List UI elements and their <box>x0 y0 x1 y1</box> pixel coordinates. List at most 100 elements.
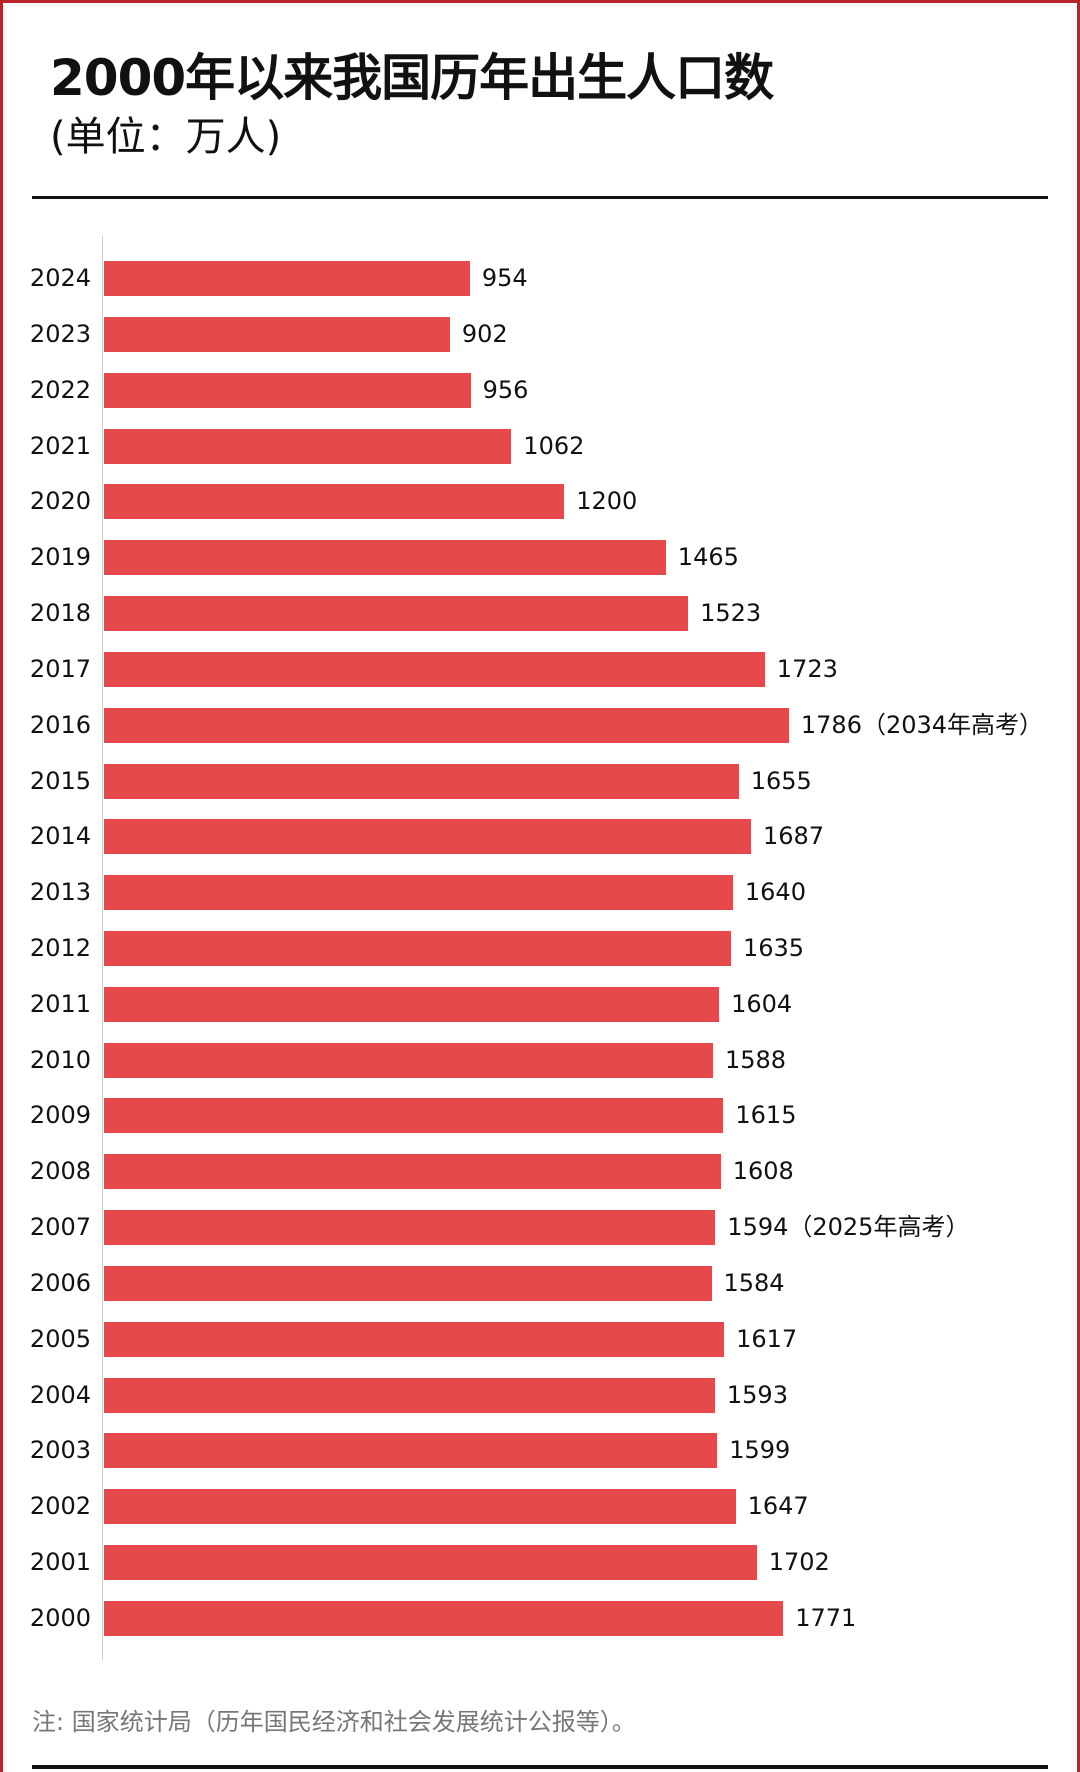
year-label: 2012 <box>29 934 91 962</box>
year-label: 2000 <box>29 1603 91 1632</box>
bar <box>104 1433 718 1469</box>
bar-row: 2023 902 <box>0 316 1080 352</box>
header-divider <box>32 196 1048 199</box>
value-label: 1599 <box>729 1436 791 1465</box>
year-label: 2010 <box>29 1045 91 1074</box>
year-label: 2022 <box>29 375 91 404</box>
year-label: 2003 <box>29 1436 91 1465</box>
year-label: 2011 <box>29 989 91 1018</box>
bar <box>104 1377 715 1413</box>
year-label: 2013 <box>29 878 91 907</box>
chart-title: 2000年以来我国历年出生人口数 <box>50 49 774 107</box>
value-label: 956 <box>482 375 529 404</box>
year-label: 2005 <box>29 1324 91 1353</box>
value-label: 1608 <box>732 1157 794 1186</box>
y-axis-line <box>102 236 103 1660</box>
bar-row: 2003 1599 <box>0 1433 1080 1469</box>
bar-row: 2015 1655 <box>0 763 1080 799</box>
value-label: 1200 <box>576 487 638 516</box>
value-label: 1523 <box>700 599 762 627</box>
year-label: 2007 <box>29 1213 91 1242</box>
bar-row: 2021 1062 <box>0 428 1080 464</box>
bar-row: 2006 1584 <box>0 1265 1080 1301</box>
year-label: 2019 <box>29 543 91 572</box>
year-label: 2004 <box>29 1380 91 1409</box>
bar-row: 2020 1200 <box>0 484 1080 520</box>
bar <box>104 261 470 296</box>
bar-row: 2013 1640 <box>0 875 1080 911</box>
value-label: 1702 <box>768 1548 830 1577</box>
value-label: 1593 <box>726 1380 788 1409</box>
value-label: 1647 <box>747 1492 809 1521</box>
bar <box>104 1545 757 1581</box>
year-label: 2008 <box>29 1157 91 1186</box>
value-label: 1584 <box>723 1268 785 1297</box>
bar-row: 2008 1608 <box>0 1154 1080 1190</box>
bar-row: 2017 1723 <box>0 651 1080 687</box>
bar <box>104 1042 713 1078</box>
bar <box>104 1098 724 1134</box>
year-label: 2002 <box>29 1492 91 1521</box>
bar-row: 2001 1702 <box>0 1545 1080 1581</box>
year-label: 2017 <box>29 654 91 683</box>
bar-row: 2018 1523 <box>0 596 1080 631</box>
bar-row: 2022 956 <box>0 372 1080 408</box>
bar-row: 2000 1771 <box>0 1600 1080 1636</box>
bar-row: 2019 1465 <box>0 540 1080 576</box>
bar-row: 2012 1635 <box>0 931 1080 966</box>
value-label: 1465 <box>677 543 739 572</box>
bar-row: 2010 1588 <box>0 1042 1080 1078</box>
footer-divider <box>32 1765 1048 1769</box>
year-label: 2018 <box>29 599 91 627</box>
value-label: 1640 <box>744 878 806 907</box>
bar <box>104 651 765 687</box>
year-label: 2024 <box>29 264 91 292</box>
value-label: 1655 <box>750 766 812 795</box>
bar <box>104 596 689 631</box>
bar <box>104 819 751 855</box>
value-label: 1786（2034年高考） <box>800 710 1044 739</box>
bar <box>104 1210 716 1246</box>
bar-row: 2002 1647 <box>0 1489 1080 1525</box>
bar <box>104 316 450 352</box>
value-label: 1588 <box>725 1045 787 1074</box>
source-note: 注: 国家统计局（历年国民经济和社会发展统计公报等）。 <box>32 1708 636 1736</box>
bar <box>104 986 720 1022</box>
chart-subtitle: (单位：万人) <box>50 114 282 160</box>
bar <box>104 1154 721 1190</box>
bar <box>104 372 471 408</box>
value-label: 1771 <box>795 1603 857 1632</box>
value-label: 1635 <box>743 934 805 962</box>
year-label: 2009 <box>29 1101 91 1130</box>
value-label: 1062 <box>523 431 585 460</box>
value-label: 1687 <box>763 822 825 851</box>
bar <box>104 1321 725 1357</box>
bar-row: 2014 1687 <box>0 819 1080 855</box>
value-label: 1594（2025年高考） <box>727 1213 970 1242</box>
value-label: 902 <box>461 319 508 348</box>
value-label: 1615 <box>735 1101 797 1130</box>
year-label: 2023 <box>29 319 91 348</box>
bar <box>104 1600 784 1636</box>
value-label: 1723 <box>776 654 838 683</box>
year-label: 2001 <box>29 1548 91 1577</box>
year-label: 2021 <box>29 431 91 460</box>
bar <box>104 428 512 464</box>
bar-row: 2011 1604 <box>0 986 1080 1022</box>
bar-row: 2004 1593 <box>0 1377 1080 1413</box>
year-label: 2020 <box>29 487 91 516</box>
bar <box>104 1265 712 1301</box>
bar-row: 2009 1615 <box>0 1098 1080 1134</box>
bar-row: 2005 1617 <box>0 1321 1080 1357</box>
value-label: 1604 <box>731 989 793 1018</box>
bar <box>104 875 733 911</box>
bar-row: 2016 1786（2034年高考） <box>0 707 1080 743</box>
value-label: 1617 <box>736 1324 798 1353</box>
year-label: 2006 <box>29 1268 91 1297</box>
bar <box>104 763 739 799</box>
year-label: 2016 <box>29 710 91 739</box>
bar-row: 2024 954 <box>0 261 1080 296</box>
bar <box>104 1489 736 1525</box>
year-label: 2015 <box>29 766 91 795</box>
year-label: 2014 <box>29 822 91 851</box>
